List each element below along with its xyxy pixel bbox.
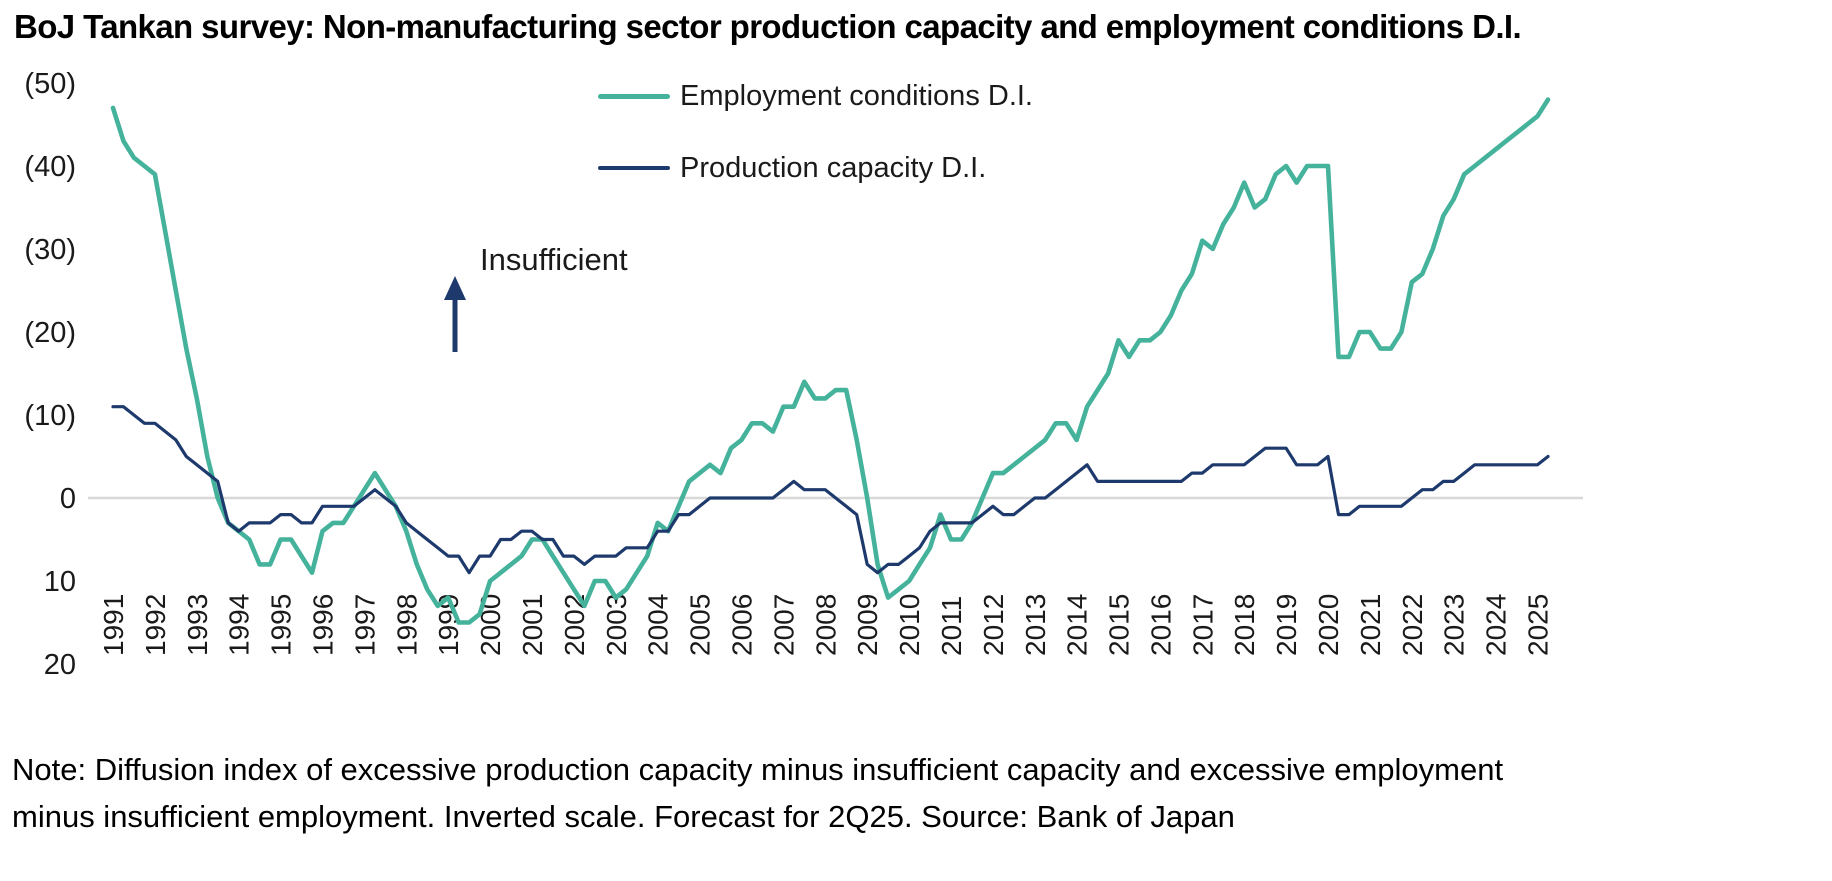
x-axis-labels: 1991 1992 1993 1994 1995 1996 1997 1998 1999 2000…: [98, 594, 1554, 656]
y-axis-tick-label: 20: [44, 649, 76, 681]
x-axis-year-label: 1991: [98, 594, 129, 656]
x-axis-year-label: 2018: [1229, 594, 1260, 656]
y-axis-tick-label: 10: [44, 566, 76, 598]
insufficient-label: Insufficient: [480, 242, 628, 277]
production-line-swatch: [598, 166, 670, 170]
x-axis-year-label: 2021: [1355, 594, 1386, 656]
note-line-1: Note: Diffusion index of excessive produ…: [12, 752, 1504, 787]
x-axis-year-label: 2019: [1271, 594, 1302, 656]
legend-entry-employment: Employment conditions D.I.: [598, 78, 1033, 114]
x-axis-year-label: 2004: [643, 594, 674, 656]
x-axis-year-label: 2010: [894, 594, 925, 656]
employment-line-swatch: [598, 93, 670, 99]
x-axis-year-label: 2023: [1439, 594, 1470, 656]
employment-line: [110, 97, 1551, 625]
x-axis-year-label: 2006: [726, 594, 757, 656]
x-axis-year-label: 1997: [349, 594, 380, 656]
y-axis-labels: (50) (40) (30) (20) (10) 0 10 20: [24, 68, 76, 681]
x-axis-year-label: 2024: [1481, 594, 1512, 656]
x-axis-year-label: 2009: [852, 594, 883, 656]
legend-label-production: Production capacity D.I.: [680, 151, 987, 184]
y-axis-tick-label: (20): [24, 317, 76, 349]
x-axis-year-label: 2014: [1062, 594, 1093, 656]
y-axis-tick-label: (50): [24, 68, 76, 100]
x-axis-year-label: 1993: [182, 594, 213, 656]
y-axis-tick-label: (40): [24, 151, 76, 183]
note-line-2: minus insufficient employment. Inverted …: [12, 799, 1235, 834]
x-axis-year-label: 2013: [1020, 594, 1051, 656]
x-axis-year-label: 2007: [768, 594, 799, 656]
x-axis-year-label: 2022: [1397, 594, 1428, 656]
x-axis-year-label: 2020: [1313, 594, 1344, 656]
x-axis-year-label: 1996: [307, 594, 338, 656]
x-axis-year-label: 2016: [1145, 594, 1176, 656]
series-lines: [110, 97, 1551, 625]
x-axis-year-label: 2003: [601, 594, 632, 656]
x-axis-year-label: 2008: [810, 594, 841, 656]
insufficient-arrow: [444, 276, 466, 352]
x-axis-year-label: 1995: [266, 594, 297, 656]
production-line: [111, 405, 1550, 575]
x-axis-year-label: 2005: [685, 594, 716, 656]
x-axis-year-label: 2000: [475, 594, 506, 656]
legend-label-employment: Employment conditions D.I.: [680, 79, 1033, 112]
insufficient-annotation: Insufficient: [438, 228, 628, 278]
y-axis-tick-label: (30): [24, 234, 76, 266]
chart-title: BoJ Tankan survey: Non-manufacturing sec…: [14, 8, 1522, 45]
y-axis-tick-label: (10): [24, 400, 76, 432]
x-axis-year-label: 2015: [1104, 594, 1135, 656]
x-axis-year-label: 2012: [978, 594, 1009, 656]
x-axis-year-label: 1994: [224, 594, 255, 656]
x-axis-year-label: 2011: [936, 596, 967, 656]
x-axis-year-label: 1992: [140, 594, 171, 656]
x-axis-year-label: 2001: [517, 594, 548, 656]
x-axis-year-label: 1998: [391, 594, 422, 656]
legend-entry-production: Production capacity D.I.: [598, 150, 1033, 186]
legend: Employment conditions D.I. Production ca…: [598, 78, 1033, 222]
x-axis-year-label: 2025: [1523, 594, 1554, 656]
x-axis-year-label: 2017: [1187, 594, 1218, 656]
y-axis-tick-label: 0: [60, 483, 76, 515]
